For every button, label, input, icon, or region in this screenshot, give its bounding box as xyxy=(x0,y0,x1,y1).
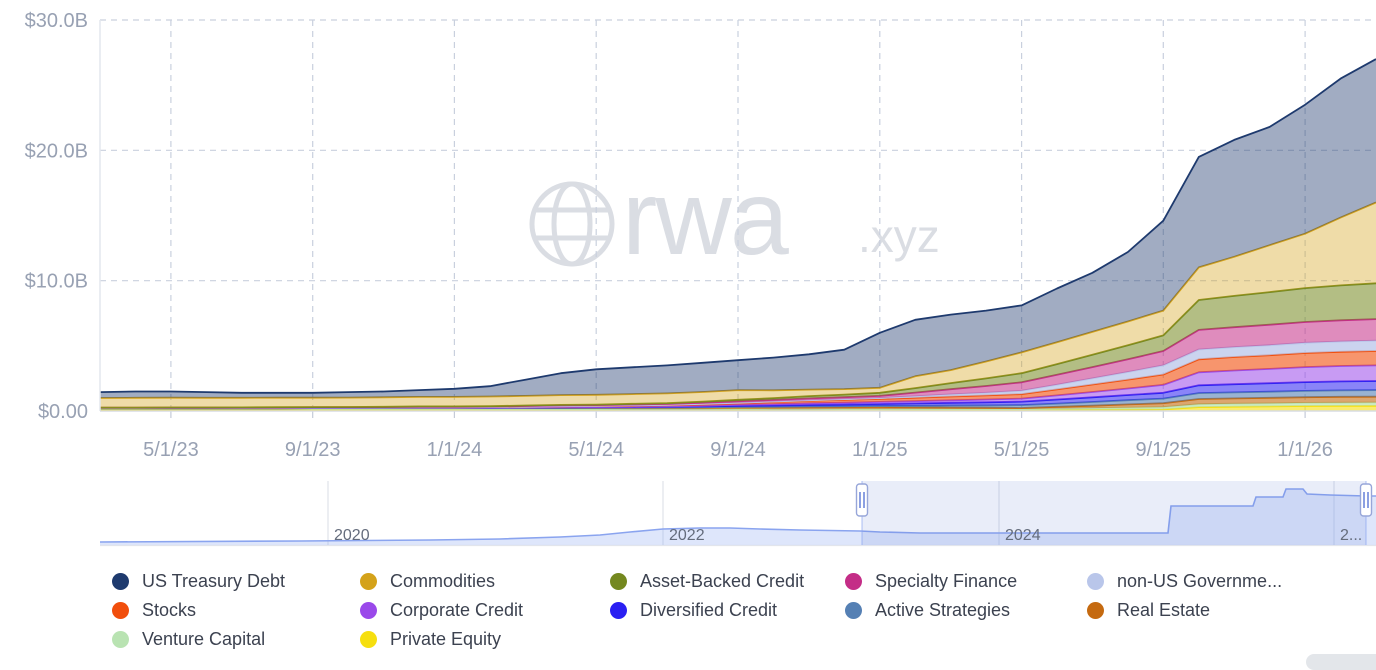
main-chart-svg[interactable]: rwa .xyz $0.00 $10.0B $20.0B $30.0B 5/1/23 9/… xyxy=(0,0,1376,478)
area-commodities xyxy=(100,202,1376,408)
legend-item-private-equity[interactable]: Private Equity xyxy=(360,629,610,650)
legend: US Treasury Debt Commodities Asset-Backed … xyxy=(112,567,1317,654)
legend-dot-stocks xyxy=(112,602,129,619)
navigator-series xyxy=(99,488,1376,545)
watermark: rwa .xyz xyxy=(529,159,940,277)
x-axis-label: 9/1/25 xyxy=(1135,439,1191,461)
legend-dot-venture-capital xyxy=(112,631,129,648)
legend-dot-diversified-credit xyxy=(610,602,627,619)
legend-label: Corporate Credit xyxy=(390,600,524,620)
navigator-area xyxy=(100,489,1376,545)
y-axis-label: $0.00 xyxy=(38,401,88,423)
legend-label: Diversified Credit xyxy=(640,600,778,620)
legend-item-commodities[interactable]: Commodities xyxy=(360,571,610,592)
legend-item-us-treasury-debt[interactable]: US Treasury Debt xyxy=(112,571,360,592)
legend-label: Venture Capital xyxy=(142,629,266,649)
legend-label: non-US Governme... xyxy=(1117,571,1283,591)
legend-dot-us-treasury-debt xyxy=(112,573,129,590)
area-stocks xyxy=(100,351,1376,409)
navigator-line xyxy=(99,488,1376,543)
navigator-selection[interactable] xyxy=(862,481,1366,545)
navigator-gridlines xyxy=(100,481,1376,547)
legend-item-asset-backed-credit[interactable]: Asset-Backed Credit xyxy=(610,571,845,592)
legend-item-non-us-governme[interactable]: non-US Governme... xyxy=(1087,571,1317,592)
chart-gridlines xyxy=(100,19,1376,411)
navigator-handle-right[interactable] xyxy=(1359,481,1373,545)
y-axis-label: $30.0B xyxy=(25,10,88,32)
navigator-year-label: 2022 xyxy=(669,527,705,544)
legend-dot-non-us-governme xyxy=(1087,573,1104,590)
area-corporate-credit xyxy=(100,365,1376,409)
legend-label: Real Estate xyxy=(1117,600,1211,620)
area-us-treasury-debt xyxy=(100,59,1376,398)
x-axis-label: 5/1/23 xyxy=(143,439,199,461)
legend-label: Asset-Backed Credit xyxy=(640,571,805,591)
legend-dot-commodities xyxy=(360,573,377,590)
y-axis-label: $20.0B xyxy=(25,140,88,162)
legend-label: Active Strategies xyxy=(875,600,1011,620)
area-asset-backed-credit xyxy=(100,283,1376,408)
x-axis-label: 1/1/26 xyxy=(1277,439,1333,461)
legend-dot-asset-backed-credit xyxy=(610,573,627,590)
y-axis-label: $10.0B xyxy=(25,271,88,293)
navigator-year-labels: 2020 2022 2024 2... xyxy=(334,527,1362,544)
legend-label: Specialty Finance xyxy=(875,571,1018,591)
legend-item-corporate-credit[interactable]: Corporate Credit xyxy=(360,600,610,621)
area-non-us-governme xyxy=(100,340,1376,408)
legend-dot-corporate-credit xyxy=(360,602,377,619)
x-axis-label: 5/1/24 xyxy=(568,439,624,461)
area-diversified-credit xyxy=(100,381,1376,409)
line-commodities xyxy=(99,201,1376,399)
globe-icon xyxy=(529,181,615,267)
legend-label: Commodities xyxy=(390,571,496,591)
navigator-handles[interactable] xyxy=(855,481,1373,545)
x-axis-label: 5/1/25 xyxy=(994,439,1050,461)
navigator-selected-range[interactable] xyxy=(862,481,1366,545)
navigator[interactable]: 2020 2022 2024 2... xyxy=(0,478,1376,548)
chart-plot-area[interactable] xyxy=(99,58,1376,411)
navigator-year-label: 2... xyxy=(1340,527,1362,544)
navigator-year-label: 2020 xyxy=(334,527,370,544)
line-asset-backed-credit xyxy=(100,282,1376,409)
legend-dot-private-equity xyxy=(360,631,377,648)
legend-item-venture-capital[interactable]: Venture Capital xyxy=(112,629,360,650)
legend-dot-active-strategies xyxy=(845,602,862,619)
watermark-brand: rwa xyxy=(622,159,789,277)
x-axis-label: 1/1/24 xyxy=(427,439,483,461)
navigator-handle-left[interactable] xyxy=(855,481,869,545)
legend-label: Stocks xyxy=(142,600,197,620)
watermark-tld: .xyz xyxy=(858,210,940,262)
chart-axes xyxy=(99,20,1376,418)
legend-dot-real-estate xyxy=(1087,602,1104,619)
legend-item-specialty-finance[interactable]: Specialty Finance xyxy=(845,571,1087,592)
legend-item-active-strategies[interactable]: Active Strategies xyxy=(845,600,1087,621)
legend-label: US Treasury Debt xyxy=(142,571,286,591)
legend-dot-specialty-finance xyxy=(845,573,862,590)
x-axis-label: 9/1/24 xyxy=(710,439,766,461)
legend-item-stocks[interactable]: Stocks xyxy=(112,600,360,621)
chart-axis-labels: $0.00 $10.0B $20.0B $30.0B 5/1/23 9/1/23 1/1/2… xyxy=(25,10,1333,461)
legend-label: Private Equity xyxy=(390,629,502,649)
line-us-treasury-debt xyxy=(99,58,1376,394)
legend-item-real-estate[interactable]: Real Estate xyxy=(1087,600,1317,621)
navigator-year-label: 2024 xyxy=(1005,527,1041,544)
x-axis-label: 1/1/25 xyxy=(852,439,908,461)
scrollbar-thumb[interactable] xyxy=(1306,654,1376,670)
x-axis-label: 9/1/23 xyxy=(285,439,341,461)
area-specialty-finance xyxy=(100,319,1376,408)
legend-item-diversified-credit[interactable]: Diversified Credit xyxy=(610,600,845,621)
